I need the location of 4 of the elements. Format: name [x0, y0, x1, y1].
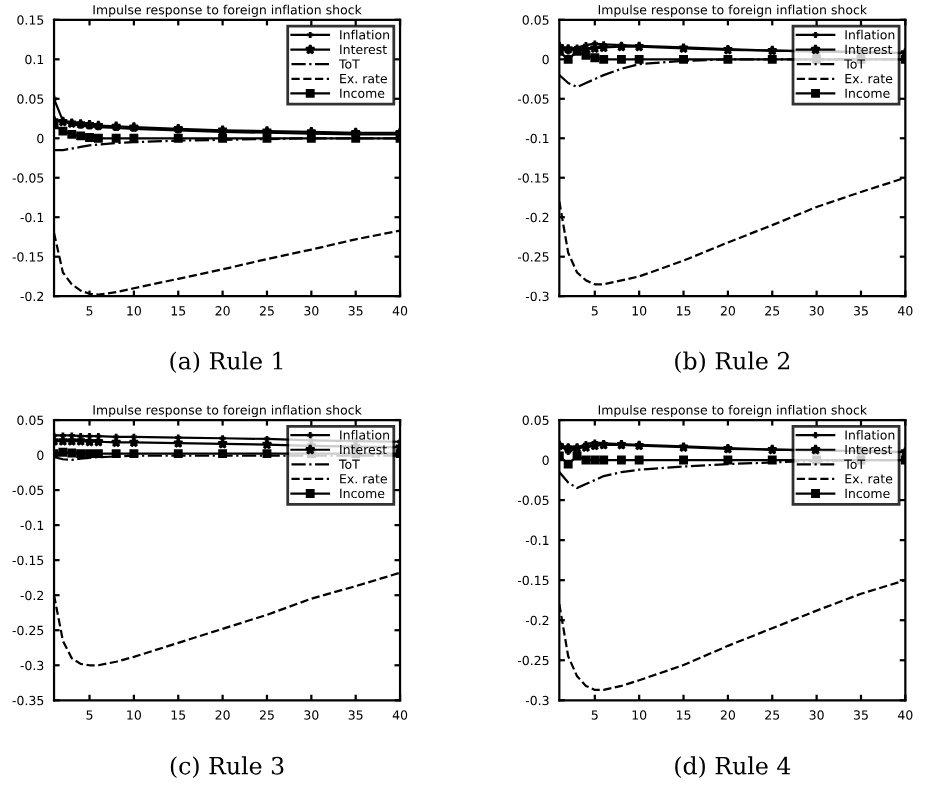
text: (c) Rule 3 — [170, 756, 284, 778]
text: (a) Rule 1 — [170, 351, 283, 374]
text: (b) Rule 2 — [675, 351, 790, 374]
text: (d) Rule 4 — [675, 756, 791, 778]
